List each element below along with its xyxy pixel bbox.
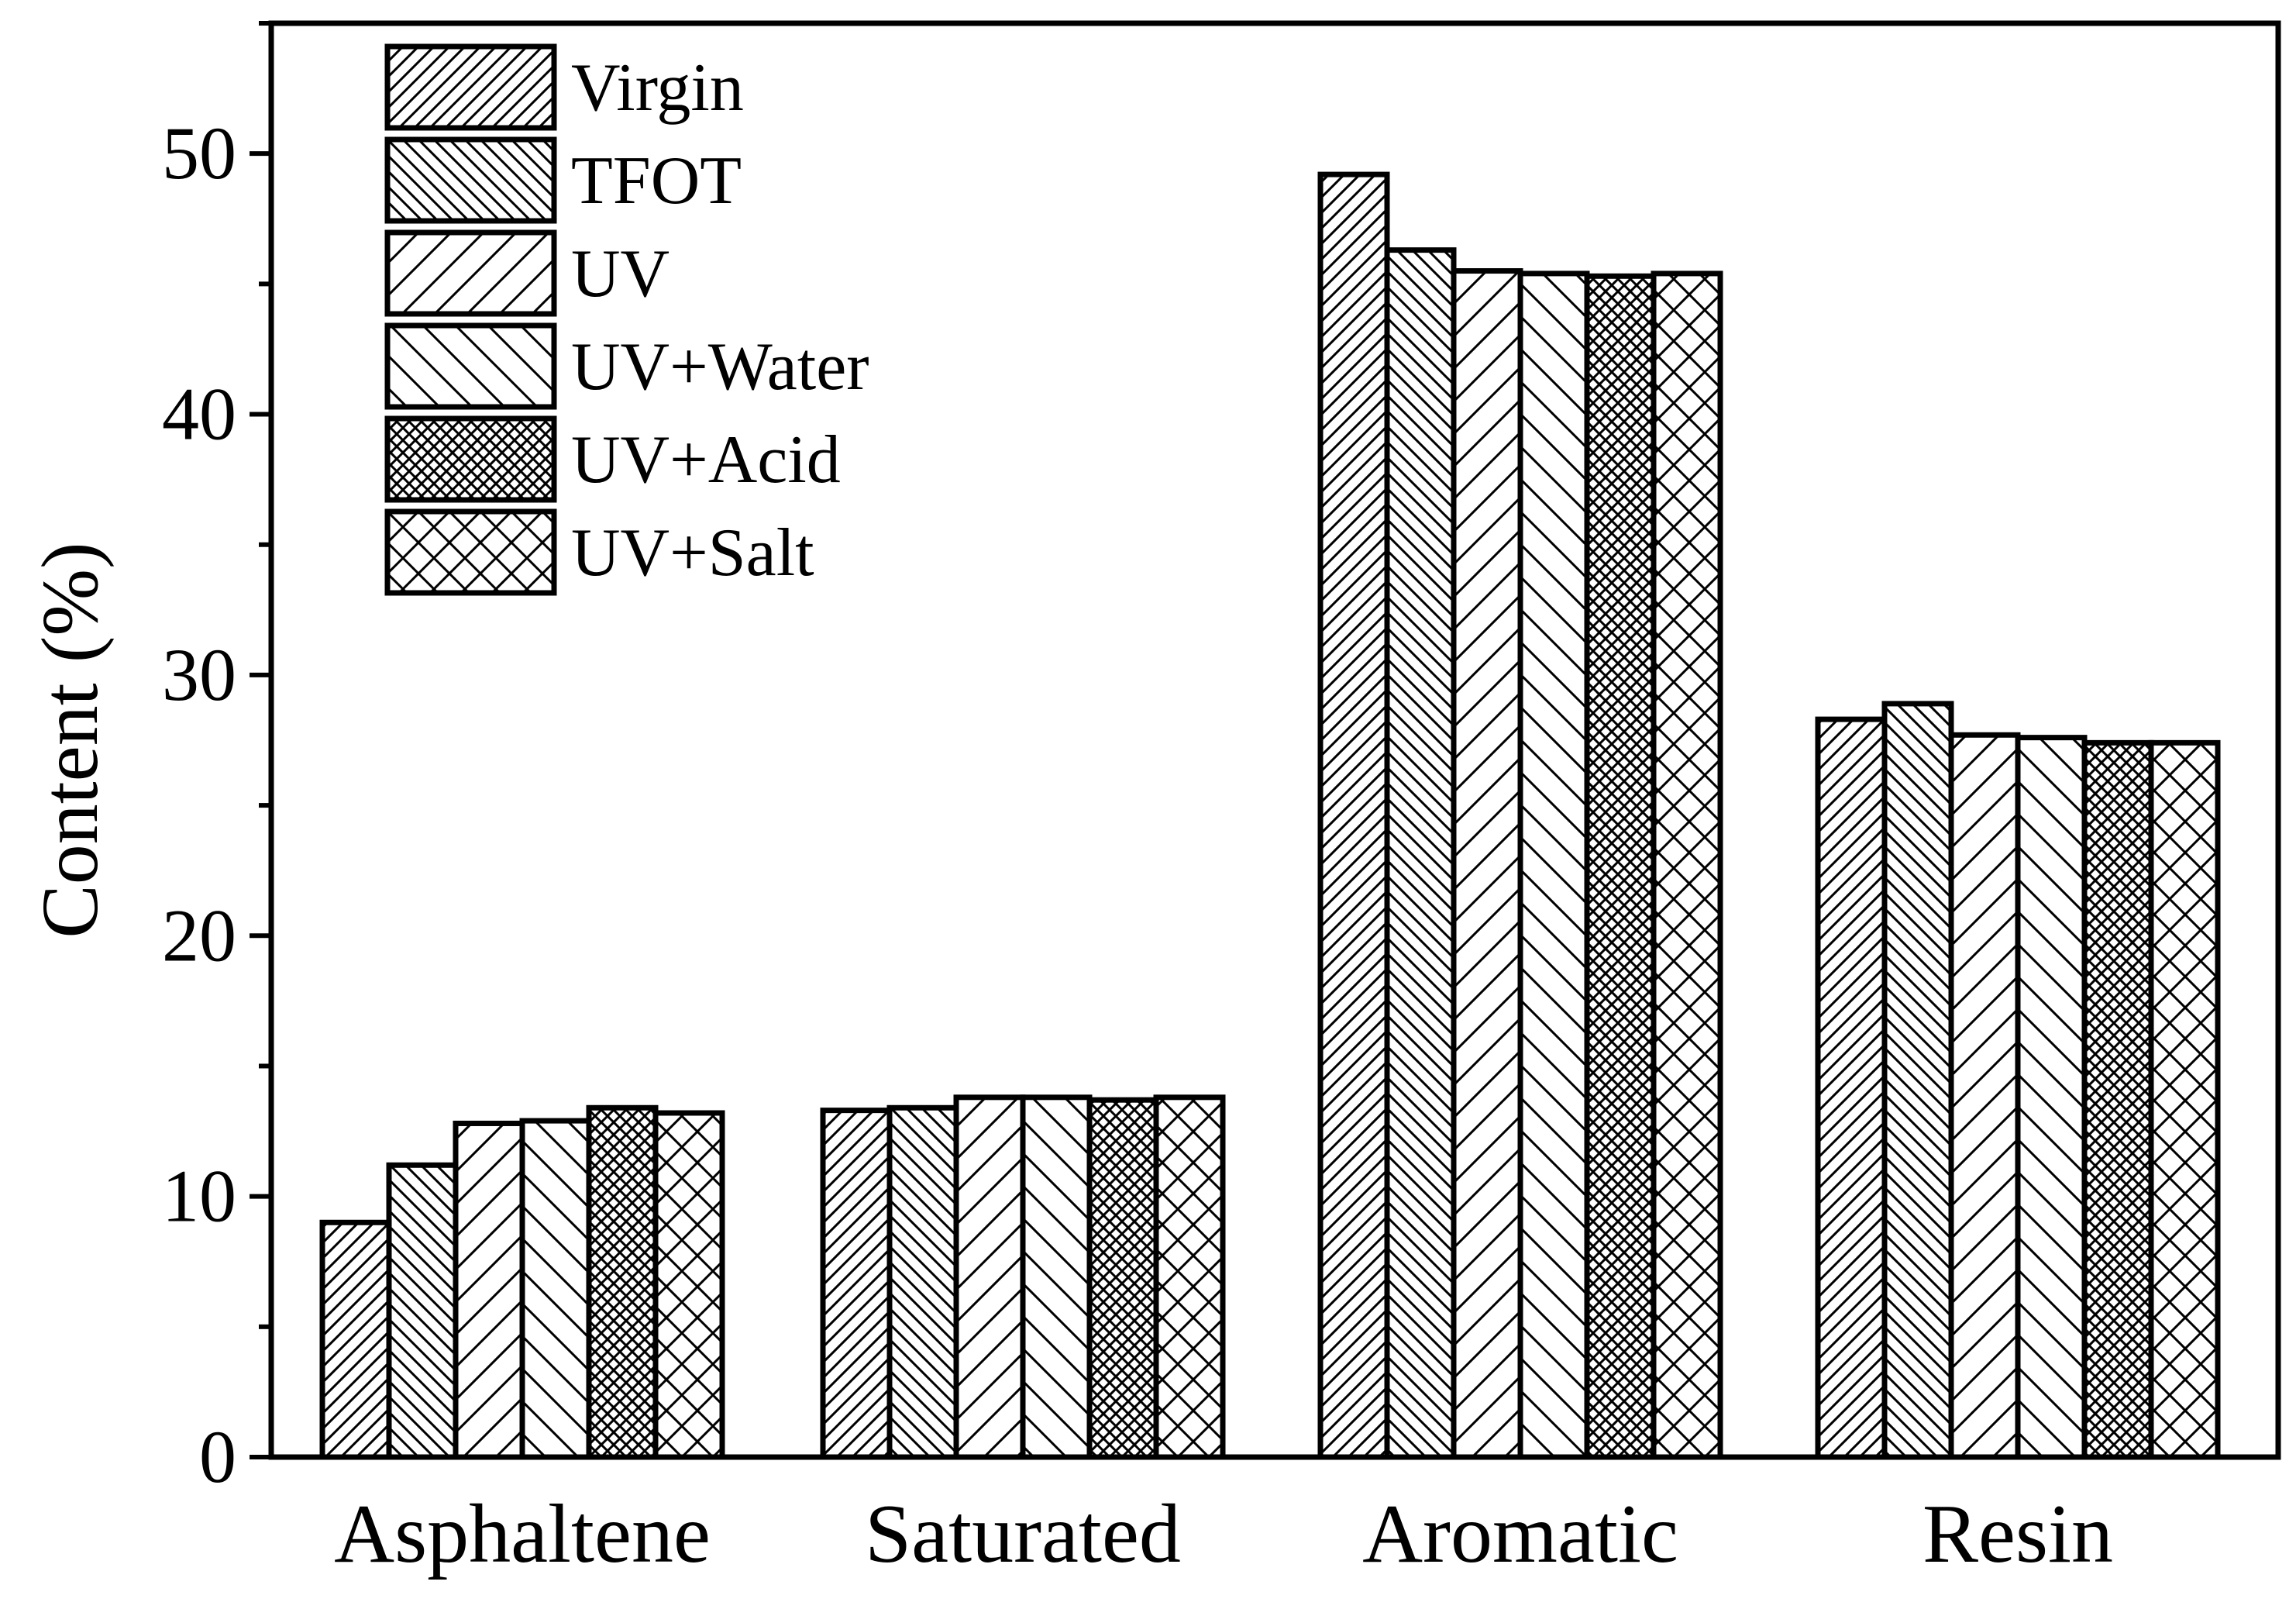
bar-resin-uv-salt — [2148, 739, 2221, 1460]
y-tick-label: 0 — [199, 1415, 236, 1498]
bar-asphaltene-uv-acid — [586, 1104, 659, 1460]
bar-aromatic-uv-acid — [1584, 273, 1657, 1460]
bar-saturated-uv — [953, 1094, 1026, 1460]
bar-aromatic-tfot — [1384, 247, 1457, 1460]
bar-asphaltene-uv — [453, 1120, 525, 1460]
legend: Virgin TFOT UV UV+Water UV+Acid UV+Salt — [384, 43, 869, 596]
y-axis-ticks: 0 10 20 30 40 50 — [162, 21, 271, 1498]
legend-swatch — [384, 229, 557, 317]
legend-swatch — [384, 508, 557, 596]
legend-label: Virgin — [571, 50, 744, 126]
bar-resin-uv-acid — [2081, 739, 2154, 1460]
bar-saturated-tfot — [886, 1104, 959, 1460]
y-tick-label: 40 — [162, 373, 236, 456]
legend-label: UV+Acid — [571, 422, 841, 498]
y-tick-label: 30 — [162, 633, 236, 716]
legend-label: UV+Water — [571, 329, 869, 405]
bar-resin-uv-water — [2015, 735, 2088, 1460]
x-category-label: Aromatic — [1362, 1488, 1678, 1580]
bars-group — [319, 171, 2221, 1460]
legend-swatch — [384, 415, 557, 503]
bar-saturated-uv-water — [1020, 1094, 1093, 1460]
bar-asphaltene-uv-water — [519, 1118, 592, 1460]
bar-resin-uv — [1948, 732, 2021, 1460]
bar-asphaltene-uv-salt — [652, 1110, 725, 1460]
x-category-label: Resin — [1923, 1488, 2113, 1580]
legend-swatch — [384, 43, 557, 131]
legend-swatch — [384, 136, 557, 224]
y-tick-label: 20 — [162, 894, 236, 977]
y-tick-label: 50 — [162, 112, 236, 195]
bar-aromatic-virgin — [1317, 171, 1390, 1460]
legend-label: UV — [571, 236, 670, 312]
bar-aromatic-uv-salt — [1651, 270, 1723, 1460]
bar-asphaltene-tfot — [386, 1162, 459, 1460]
plot-frame — [268, 20, 2281, 1460]
bar-saturated-uv-acid — [1086, 1097, 1159, 1460]
y-axis-title: Content (%) — [26, 542, 115, 938]
legend-label: UV+Salt — [571, 515, 814, 591]
x-axis-category-labels: Asphaltene Saturated Aromatic Resin — [334, 1488, 2113, 1580]
x-category-label: Saturated — [865, 1488, 1181, 1580]
bar-aromatic-uv-water — [1517, 270, 1590, 1460]
legend-swatch — [384, 322, 557, 410]
bar-asphaltene-virgin — [319, 1219, 392, 1460]
legend-label: TFOT — [571, 143, 742, 219]
bar-saturated-uv-salt — [1153, 1094, 1226, 1460]
bar-resin-virgin — [1815, 716, 1888, 1460]
bar-aromatic-uv — [1451, 268, 1523, 1460]
bar-saturated-virgin — [820, 1108, 893, 1460]
x-category-label: Asphaltene — [334, 1488, 711, 1580]
y-tick-label: 10 — [162, 1155, 236, 1238]
bar-resin-tfot — [1881, 701, 1954, 1460]
